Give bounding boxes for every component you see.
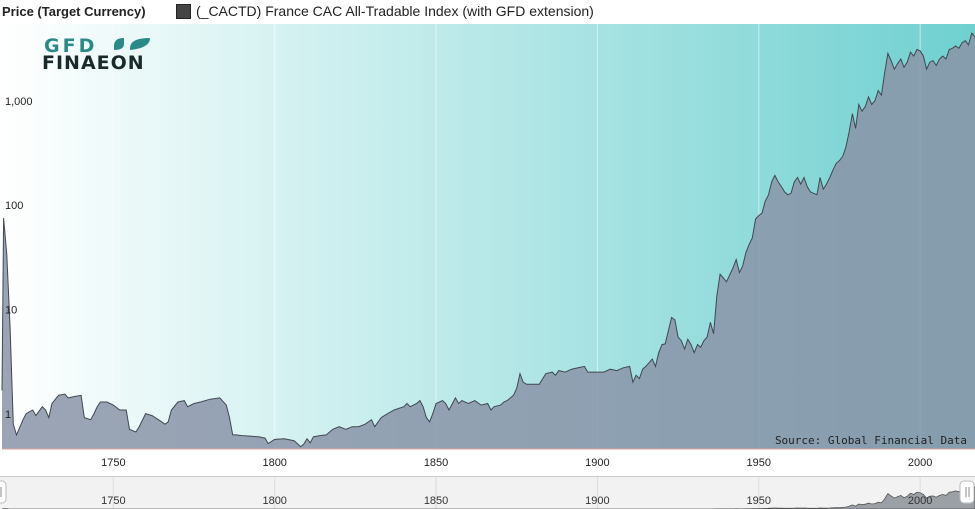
x-tick-label: 1750 [101,457,125,469]
legend-label: (_CACTD) France CAC All-Tradable Index (… [196,3,594,19]
y-axis: 1 10 100 1,000 [5,96,33,421]
y-tick-label: 1,000 [5,96,33,108]
navigator-handle-left[interactable] [0,480,7,504]
navigator-tick-label: 1950 [747,495,771,507]
legend-item[interactable]: (_CACTD) France CAC All-Tradable Index (… [176,3,594,19]
navigator[interactable]: 1750 1800 1850 1900 1950 2000 [0,476,975,509]
y-tick-label: 100 [5,200,23,212]
x-tick-label: 2000 [908,457,932,469]
index-line [1,32,975,448]
x-axis: 1750 1800 1850 1900 1950 2000 [101,457,932,469]
logo-text-gfd: GFD [44,35,97,57]
navigator-tick-label: 1750 [101,495,125,507]
x-tick-label: 1950 [747,457,771,469]
navigator-tick-label: 1900 [585,495,609,507]
y-tick-label: 1 [5,409,11,421]
navigator-series [1,484,975,509]
x-tick-label: 1900 [585,457,609,469]
navigator-tick-label: 1850 [424,495,448,507]
chart-plot[interactable]: 1 10 100 1,000 1750 1800 1850 1900 1950 2000 GFD… [0,0,975,476]
x-tick-label: 1850 [424,457,448,469]
y-axis-title: Price (Target Currency) [2,4,146,19]
x-tick-label: 1800 [262,457,286,469]
navigator-handle-right[interactable] [959,480,975,504]
logo-text-finaeon: FINAEON [42,52,145,74]
index-area [2,33,975,449]
y-tick-label: 10 [5,305,17,317]
chart-header: Price (Target Currency) (_CACTD) France … [0,0,975,24]
leaf-icon [114,38,150,50]
navigator-tick-label: 2000 [908,495,932,507]
navigator-grid [112,477,921,509]
gfd-finaeon-logo: GFD FINAEON [42,35,150,74]
legend-swatch-icon [176,3,191,19]
navigator-axis: 1750 1800 1850 1900 1950 2000 [101,495,932,507]
navigator-tick-label: 1800 [262,495,286,507]
source-note: Source: Global Financial Data [775,434,967,447]
